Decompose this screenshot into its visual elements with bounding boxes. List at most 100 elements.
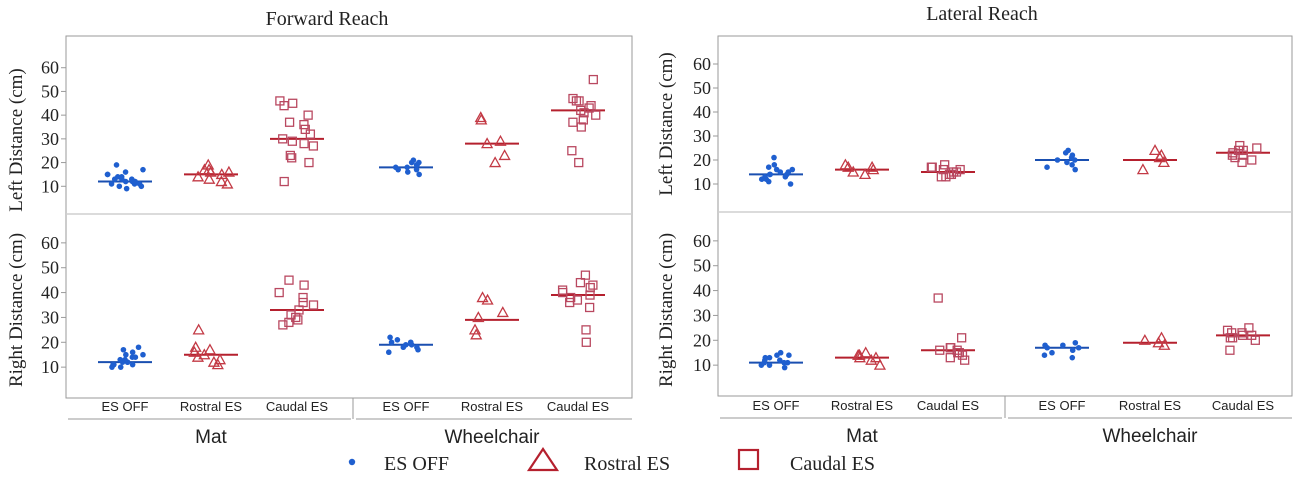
data-point-es-off: [392, 164, 399, 171]
data-point-caudal-es: [299, 280, 309, 290]
data-point-caudal-es: [586, 101, 596, 111]
forward-group-label-mat: Mat: [195, 427, 227, 448]
chart0-panel0-ytick-label: 20: [41, 153, 59, 173]
data-point-rostral-es: [498, 149, 511, 161]
data-point-es-off: [414, 344, 420, 351]
lateral-right-ylabel: Right Distance (cm): [656, 233, 677, 387]
data-point-es-off: [1069, 347, 1076, 354]
chart0-panel0-ytick-label: 10: [41, 176, 59, 196]
data-point-caudal-es: [298, 292, 308, 303]
data-point-caudal-es: [588, 74, 598, 85]
data-point-caudal-es: [574, 157, 584, 168]
data-point-caudal-es: [299, 138, 309, 149]
data-point-caudal-es: [927, 162, 937, 172]
data-point-rostral-es: [1138, 333, 1151, 345]
chart0-frame: [65, 35, 633, 399]
data-point-caudal-es: [938, 164, 949, 175]
data-point-es-off: [1069, 152, 1076, 158]
data-point-es-off: [135, 344, 142, 351]
data-point-es-off: [762, 174, 768, 180]
data-point-es-off: [765, 164, 772, 170]
data-point-caudal-es: [954, 348, 964, 358]
data-point-caudal-es: [940, 160, 950, 170]
data-point-es-off: [118, 174, 125, 180]
chart1-frame: [717, 35, 1293, 397]
legend-caudal-square-icon: [737, 448, 760, 471]
chart1-panel0-ytick-label: 20: [693, 150, 711, 170]
legend-rostral-triangle-icon: [526, 447, 560, 472]
chart1-category-label: Rostral ES: [831, 398, 893, 413]
data-point-caudal-es: [304, 157, 314, 168]
chart1-category-label: ES OFF: [753, 398, 800, 413]
data-point-rostral-es: [859, 346, 872, 358]
data-point-es-off: [122, 169, 129, 175]
data-point-rostral-es: [189, 340, 202, 352]
chart1-panel1-ytick-label: 30: [693, 305, 711, 325]
data-point-caudal-es: [581, 325, 591, 335]
data-point-caudal-es: [946, 343, 956, 353]
data-point-es-off: [777, 349, 784, 356]
data-point-es-off: [114, 174, 121, 180]
data-point-caudal-es: [1235, 140, 1245, 151]
data-point-caudal-es: [286, 310, 296, 320]
data-point-caudal-es: [580, 270, 591, 280]
chart1-panel0-ytick-label: 50: [693, 78, 711, 98]
legend-caudal-label: Caudal ES: [790, 453, 875, 475]
data-point-es-off: [416, 159, 422, 166]
data-point-es-off: [781, 364, 788, 371]
chart0-panel0-ytick-label: 30: [41, 129, 59, 149]
data-point-caudal-es: [305, 129, 316, 139]
data-point-caudal-es: [308, 300, 319, 310]
data-point-rostral-es: [873, 358, 887, 370]
data-point-caudal-es: [955, 164, 965, 175]
legend-es-off-label: ES OFF: [384, 453, 449, 475]
data-point-es-off: [771, 162, 778, 168]
data-point-rostral-es: [191, 170, 205, 182]
data-point-rostral-es: [842, 160, 855, 172]
data-point-caudal-es: [568, 93, 578, 104]
data-point-caudal-es: [300, 124, 310, 135]
data-point-es-off: [385, 349, 392, 356]
data-point-caudal-es: [1228, 148, 1238, 158]
data-point-es-off: [129, 349, 136, 356]
data-point-es-off: [1042, 342, 1048, 349]
data-point-caudal-es: [275, 96, 285, 106]
data-point-es-off: [129, 361, 136, 368]
data-point-rostral-es: [865, 160, 879, 172]
data-point-es-off: [123, 351, 129, 358]
data-point-caudal-es: [274, 287, 284, 298]
data-point-es-off: [394, 337, 401, 343]
data-point-caudal-es: [1247, 155, 1257, 165]
data-point-caudal-es: [1252, 143, 1262, 153]
data-point-es-off: [789, 166, 796, 173]
data-point-caudal-es: [567, 146, 577, 156]
data-point-es-off: [122, 356, 128, 363]
data-point-caudal-es: [1225, 345, 1235, 355]
data-point-caudal-es: [285, 150, 295, 161]
data-point-caudal-es: [287, 153, 297, 163]
data-point-rostral-es: [213, 353, 227, 365]
data-point-es-off: [766, 362, 773, 368]
data-point-es-off: [767, 171, 773, 178]
chart0-panel0-ytick-label: 50: [41, 81, 59, 101]
data-point-rostral-es: [839, 158, 852, 170]
data-point-caudal-es: [956, 333, 967, 343]
data-point-rostral-es: [1155, 331, 1168, 343]
data-point-es-off: [1044, 164, 1050, 170]
data-point-caudal-es: [579, 108, 589, 118]
data-point-es-off: [120, 346, 127, 353]
data-point-rostral-es: [468, 323, 482, 335]
chart-title-lateral-reach: Lateral Reach: [926, 3, 1038, 25]
forward-right-ylabel: Right Distance (cm): [6, 233, 27, 387]
data-point-caudal-es: [584, 103, 594, 113]
data-point-caudal-es: [952, 345, 962, 355]
data-point-es-off: [762, 354, 769, 361]
data-point-es-off: [766, 354, 773, 361]
chart0-category-label: Rostral ES: [180, 399, 242, 414]
data-point-caudal-es: [584, 302, 595, 313]
data-point-caudal-es: [960, 355, 970, 365]
chart1-panel1-ytick-label: 20: [693, 330, 711, 350]
data-point-rostral-es: [474, 111, 487, 123]
chart0-panel1-ytick-label: 50: [41, 258, 59, 278]
